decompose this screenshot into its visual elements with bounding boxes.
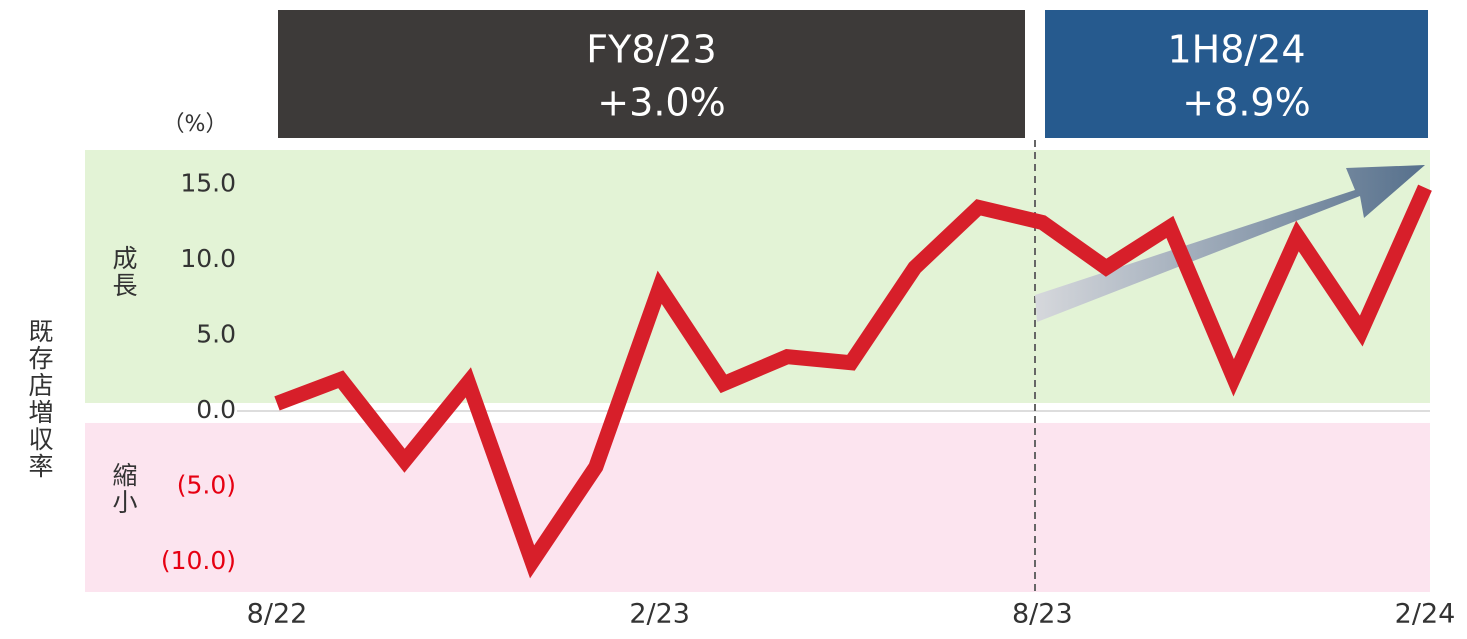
y-tick-label: 15.0 [180, 169, 236, 198]
y-tick-label: (5.0) [177, 470, 236, 499]
unit-label: （%） [163, 112, 228, 137]
y-tick-label: 10.0 [180, 244, 236, 273]
period-title: FY8/23 [586, 28, 716, 72]
x-tick-label: 2/23 [629, 599, 690, 630]
x-tick-label: 2/24 [1395, 599, 1456, 630]
growth-zone [85, 150, 1430, 403]
shrink-zone [85, 422, 1430, 592]
period-box [278, 10, 1025, 138]
zone-label: 縮小 [109, 462, 138, 516]
y-tick-label: 5.0 [196, 320, 236, 349]
y-tick-label: (10.0) [161, 546, 236, 575]
period-value: +3.0% [597, 81, 725, 125]
y-tick-label: 0.0 [196, 395, 236, 424]
x-tick-label: 8/22 [247, 599, 308, 630]
zone-label: 成長 [109, 245, 138, 299]
x-tick-label: 8/23 [1012, 599, 1073, 630]
period-box [1045, 10, 1428, 138]
period-title: 1H8/24 [1167, 28, 1305, 72]
data-line [274, 184, 1432, 579]
y-axis-label: 既存店増収率 [25, 318, 54, 480]
period-value: +8.9% [1182, 81, 1310, 125]
trend-arrow [1035, 165, 1425, 322]
